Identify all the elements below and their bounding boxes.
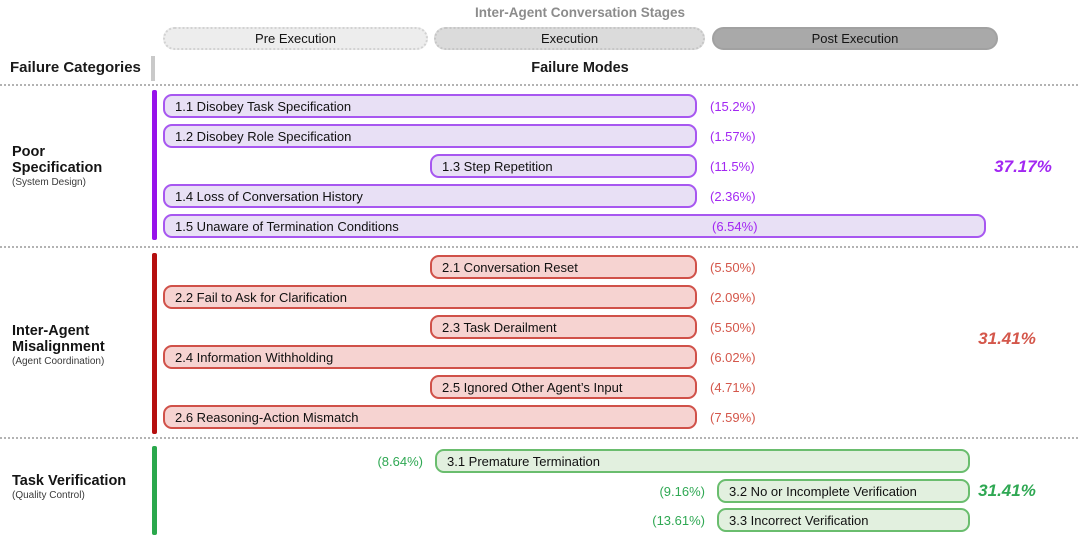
stage-pill-post-execution: Post Execution: [712, 27, 998, 50]
failure-mode-percentage: (6.54%): [712, 218, 758, 234]
failure-mode-label: 1.2 Disobey Role Specification: [175, 128, 352, 144]
category-subtitle: (Quality Control): [12, 490, 85, 501]
category-subtitle: (System Design): [12, 177, 86, 188]
failure-mode-2-4: 2.4 Information Withholding: [163, 345, 697, 369]
failure-mode-1-5: 1.5 Unaware of Termination Conditions: [163, 214, 986, 238]
failure-mode-percentage: (7.59%): [710, 409, 756, 425]
category-total: 31.41%: [978, 329, 1036, 348]
failure-mode-label: 2.3 Task Derailment: [442, 319, 557, 335]
failure-mode-percentage: (4.71%): [710, 379, 756, 395]
failure-mode-label: 2.5 Ignored Other Agent’s Input: [442, 379, 623, 395]
heading-divider-tick: [151, 56, 155, 81]
failure-mode-percentage: (2.36%): [710, 188, 756, 204]
stage-pill-label: Post Execution: [811, 31, 899, 46]
failure-mode-percentage: (8.64%): [377, 453, 423, 469]
failure-mode-2-2: 2.2 Fail to Ask for Clarification: [163, 285, 697, 309]
failure-mode-2-1: 2.1 Conversation Reset: [430, 255, 697, 279]
stage-pill-pre-execution: Pre Execution: [163, 27, 428, 50]
category-subtitle: (Agent Coordination): [12, 356, 105, 367]
category-total: 37.17%: [994, 157, 1052, 176]
failure-mode-percentage: (5.50%): [710, 319, 756, 335]
category-name-line: Inter-Agent: [12, 323, 90, 339]
failure-mode-percentage: (15.2%): [710, 98, 756, 114]
failure-mode-3-2: 3.2 No or Incomplete Verification: [717, 479, 970, 503]
failure-mode-percentage: (13.61%): [652, 512, 705, 528]
failure-mode-label: 1.1 Disobey Task Specification: [175, 98, 352, 114]
failure-mode-2-5: 2.5 Ignored Other Agent’s Input: [430, 375, 697, 399]
failure-mode-label: 2.2 Fail to Ask for Clarification: [175, 289, 347, 305]
failure-mode-2-3: 2.3 Task Derailment: [430, 315, 697, 339]
failure-mode-1-2: 1.2 Disobey Role Specification: [163, 124, 697, 148]
category-name-line: Poor: [12, 144, 46, 160]
category-name-line: Specification: [12, 160, 103, 176]
failure-mode-label: 3.1 Premature Termination: [447, 453, 600, 469]
failure-mode-3-3: 3.3 Incorrect Verification: [717, 508, 970, 532]
failure-mode-percentage: (1.57%): [710, 128, 756, 144]
failure-mode-percentage: (9.16%): [659, 483, 705, 499]
category-label: Poor Specification (System Design): [12, 144, 152, 188]
category-bar: [152, 90, 157, 240]
failure-mode-label: 3.3 Incorrect Verification: [729, 512, 869, 528]
failure-mode-2-6: 2.6 Reasoning-Action Mismatch: [163, 405, 697, 429]
category-label: Inter-Agent Misalignment (Agent Coordinati…: [12, 323, 152, 367]
failure-mode-label: 1.4 Loss of Conversation History: [175, 188, 363, 204]
category-name-line: Misalignment: [12, 339, 105, 355]
dotted-separator: [0, 437, 1078, 439]
failure-mode-3-1: 3.1 Premature Termination: [435, 449, 970, 473]
failure-mode-label: 2.6 Reasoning-Action Mismatch: [175, 409, 359, 425]
failure-categories-heading: Failure Categories: [10, 59, 141, 76]
failure-mode-1-1: 1.1 Disobey Task Specification: [163, 94, 697, 118]
stages-title: Inter-Agent Conversation Stages: [474, 5, 686, 20]
failure-mode-1-3: 1.3 Step Repetition: [430, 154, 697, 178]
category-name-line: Task Verification: [12, 473, 127, 489]
failure-mode-label: 1.5 Unaware of Termination Conditions: [175, 218, 399, 234]
dotted-separator: [0, 84, 1078, 86]
stage-pill-label: Pre Execution: [255, 31, 336, 46]
failure-mode-label: 1.3 Step Repetition: [442, 158, 553, 174]
stage-pill-execution: Execution: [434, 27, 705, 50]
stage-pill-label: Execution: [540, 31, 599, 46]
category-bar: [152, 446, 157, 535]
category-bar: [152, 253, 157, 434]
failure-mode-percentage: (11.5%): [710, 158, 755, 174]
failure-mode-label: 2.1 Conversation Reset: [442, 259, 578, 275]
category-label: Task Verification (Quality Control): [12, 473, 152, 501]
failure-mode-label: 3.2 No or Incomplete Verification: [729, 483, 917, 499]
failure-mode-percentage: (5.50%): [710, 259, 756, 275]
dotted-separator: [0, 246, 1078, 248]
category-total: 31.41%: [978, 481, 1036, 500]
failure-modes-heading: Failure Modes: [531, 60, 629, 76]
failure-mode-1-4: 1.4 Loss of Conversation History: [163, 184, 697, 208]
failure-mode-percentage: (2.09%): [710, 289, 756, 305]
failure-mode-percentage: (6.02%): [710, 349, 756, 365]
failure-mode-label: 2.4 Information Withholding: [175, 349, 334, 365]
